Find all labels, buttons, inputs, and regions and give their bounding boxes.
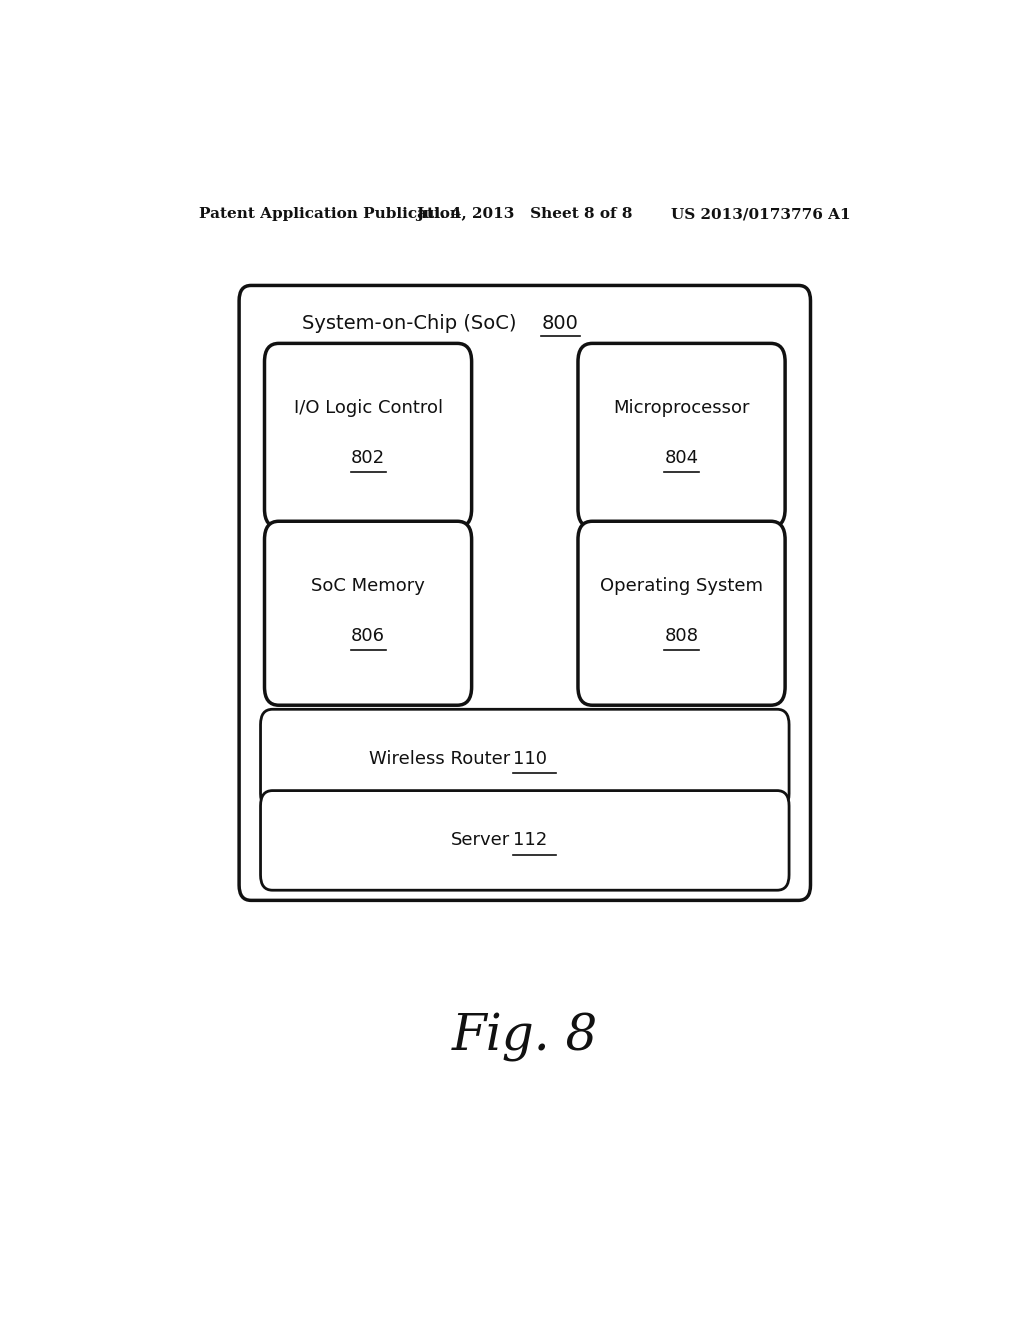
FancyBboxPatch shape xyxy=(578,521,785,705)
FancyBboxPatch shape xyxy=(240,285,811,900)
Text: Jul. 4, 2013   Sheet 8 of 8: Jul. 4, 2013 Sheet 8 of 8 xyxy=(417,207,633,222)
Text: US 2013/0173776 A1: US 2013/0173776 A1 xyxy=(671,207,850,222)
Text: I/O Logic Control: I/O Logic Control xyxy=(294,399,442,417)
Text: 800: 800 xyxy=(542,314,579,333)
FancyBboxPatch shape xyxy=(260,709,790,809)
FancyBboxPatch shape xyxy=(264,521,472,705)
Text: SoC Memory: SoC Memory xyxy=(311,577,425,595)
Text: Wireless Router: Wireless Router xyxy=(370,750,511,768)
Text: 806: 806 xyxy=(351,627,385,644)
Text: Operating System: Operating System xyxy=(600,577,763,595)
Text: 110: 110 xyxy=(513,750,547,768)
Text: Server: Server xyxy=(452,832,511,849)
Text: System-on-Chip (SoC): System-on-Chip (SoC) xyxy=(302,314,517,333)
Text: Microprocessor: Microprocessor xyxy=(613,399,750,417)
Text: Fig. 8: Fig. 8 xyxy=(452,1012,598,1063)
FancyBboxPatch shape xyxy=(264,343,472,528)
Text: 808: 808 xyxy=(665,627,698,644)
FancyBboxPatch shape xyxy=(578,343,785,528)
Text: Patent Application Publication: Patent Application Publication xyxy=(200,207,462,222)
FancyBboxPatch shape xyxy=(260,791,790,890)
Text: 802: 802 xyxy=(351,449,385,467)
Text: 804: 804 xyxy=(665,449,698,467)
Text: 112: 112 xyxy=(513,832,547,849)
